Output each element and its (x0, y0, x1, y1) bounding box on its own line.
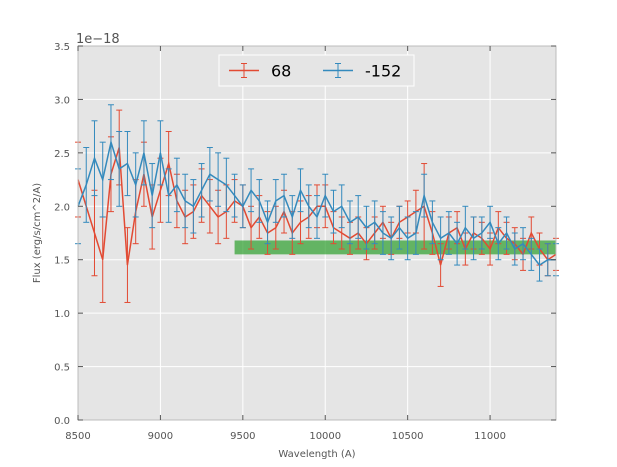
x-tick-label: 10500 (392, 431, 424, 442)
legend: 68 -152 (218, 54, 415, 87)
y-tick-label: 2.5 (54, 149, 70, 160)
y-tick-label: 0.5 (54, 363, 70, 374)
y-tick-label: 3.0 (54, 95, 70, 106)
x-tick-label: 10000 (309, 431, 341, 442)
x-axis-label: Wavelength (A) (278, 449, 355, 460)
x-tick-label: 9500 (230, 431, 255, 442)
band-layer (234, 240, 556, 255)
y-axis-label: Flux (erg/s/cm^2/A) (32, 183, 43, 283)
legend-label: -152 (365, 62, 401, 81)
y-tick-label: 3.5 (54, 42, 70, 53)
y-tick-label: 1.5 (54, 256, 70, 267)
y-tick-label: 0.0 (54, 416, 70, 427)
legend-label: 68 (271, 62, 291, 81)
axes-frame (77, 45, 557, 421)
highlight-band (234, 240, 556, 255)
y-offset-label: 1e−18 (76, 32, 120, 47)
x-tick-label: 8500 (65, 431, 90, 442)
x-tick-label: 11000 (474, 431, 506, 442)
x-tick-label: 9000 (148, 431, 173, 442)
y-tick-label: 1.0 (54, 309, 70, 320)
y-tick-label: 2.0 (54, 202, 70, 213)
series-line (77, 139, 556, 267)
axes-layer: 8500 9000 9500 10000 10500 11000 0.0 0.5 1.0 1.5 2… (54, 42, 557, 442)
series-layer (75, 104, 559, 303)
series-2 (75, 104, 559, 282)
